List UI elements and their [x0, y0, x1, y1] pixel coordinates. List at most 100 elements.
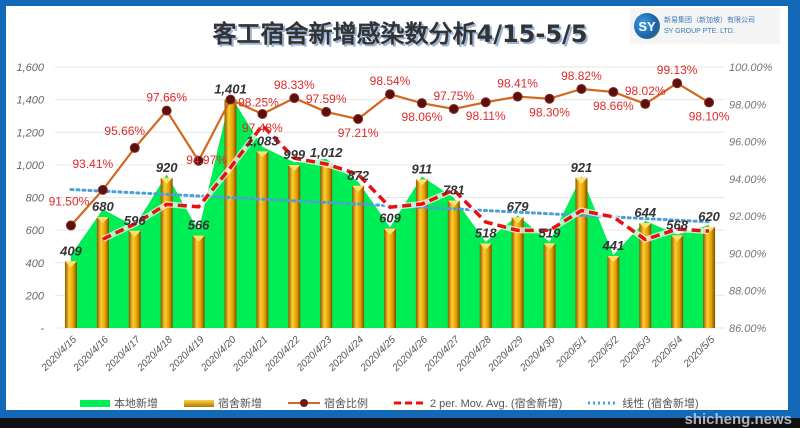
bar-dorm-new	[575, 177, 588, 328]
ratio-data-label: 98.06%	[402, 110, 443, 124]
bar-data-label: 519	[539, 225, 561, 240]
bar-cap	[447, 200, 460, 207]
bar-dorm-new	[352, 185, 365, 328]
legend-label: 2 per. Mov. Avg. (宿舍新增)	[430, 398, 563, 410]
ratio-data-label: 94.97%	[186, 153, 227, 167]
right-axis-tick: 90.00%	[729, 248, 767, 260]
bar-cap	[607, 256, 620, 263]
ratio-point	[321, 106, 332, 117]
legend-label: 本地新增	[114, 398, 158, 410]
bar-data-label: 911	[412, 161, 433, 176]
ratio-data-label: 98.33%	[274, 78, 315, 92]
ratio-data-label: 97.75%	[433, 89, 474, 103]
legend-swatch-dotted	[588, 401, 619, 405]
ratio-point	[385, 89, 395, 100]
bar-dorm-new	[160, 177, 173, 328]
ratio-point	[512, 91, 523, 102]
left-axis-tick: 400	[26, 258, 45, 270]
ratio-data-label: 98.66%	[593, 99, 634, 113]
bar-cap	[192, 235, 205, 242]
bar-data-label: 620	[698, 209, 720, 224]
ratio-point	[289, 93, 300, 104]
logo-mark: SY	[634, 13, 660, 39]
bar-cap	[384, 228, 396, 235]
ratio-point	[640, 98, 651, 109]
bar-dorm-new	[543, 243, 556, 328]
logo-en: SY GROUP PTE. LTD.	[664, 28, 735, 35]
legend-swatch-line	[288, 399, 320, 407]
ratio-data-label: 99.13%	[657, 63, 698, 77]
bar-cap	[543, 243, 556, 250]
ratio-point	[480, 97, 491, 108]
bar-cap	[511, 217, 524, 224]
left-axis-tick: 1,400	[16, 95, 44, 107]
ratio-data-label: 98.25%	[238, 96, 279, 110]
right-axis-tick: 96.00%	[729, 137, 767, 149]
bar-cap	[64, 261, 77, 268]
legend-item-local: 本地新增	[80, 395, 158, 411]
left-axis-tick: 200	[25, 290, 45, 302]
legend: 本地新增 宿舍新增 宿舍比例 2 per. Mov. Avg. (宿舍新增) 线…	[80, 395, 699, 411]
bar-cap	[128, 230, 141, 237]
ratio-point	[257, 108, 268, 119]
ratio-data-label: 98.10%	[689, 109, 730, 123]
watermark: shicheng.news	[684, 411, 792, 428]
legend-item-ma: 2 per. Mov. Avg. (宿舍新增)	[394, 395, 562, 411]
ratio-data-label: 97.59%	[306, 92, 347, 106]
bar-cap	[96, 217, 109, 224]
company-logo: SY 新易集团（新加坡）有限公司 SY GROUP PTE. LTD.	[630, 8, 780, 44]
logo-cn: 新易集团（新加坡）有限公司	[664, 17, 755, 24]
bar-dorm-new	[320, 162, 333, 328]
ratio-data-label: 91.50%	[49, 194, 90, 208]
ratio-point	[576, 83, 587, 94]
bar-data-label: 999	[283, 147, 305, 162]
x-axis-tick: 2020/5/3	[617, 334, 653, 370]
bar-dorm-new	[128, 230, 141, 328]
chart-title: 客工宿舍新增感染数分析4/15-5/5	[212, 20, 588, 48]
ratio-data-label: 93.41%	[73, 157, 114, 171]
bar-cap	[256, 151, 269, 158]
ratio-data-label: 97.66%	[146, 91, 187, 105]
legend-item-ratio: 宿舍比例	[288, 395, 368, 411]
bar-dorm-new	[671, 235, 684, 328]
bar-dorm-new	[607, 256, 620, 328]
x-axis-tick: 2020/5/4	[649, 334, 685, 370]
right-axis-tick: 98.00%	[729, 99, 767, 111]
bar-data-label: 441	[601, 238, 624, 253]
bar-cap	[479, 243, 492, 250]
bar-data-label: 781	[443, 183, 465, 198]
bar-dorm-new	[288, 165, 301, 328]
bar-data-label: 644	[634, 205, 656, 220]
bar-dorm-new	[384, 228, 396, 328]
legend-swatch-area	[80, 399, 110, 407]
x-axis-tick: 2020/5/5	[681, 334, 717, 370]
bar-data-label: 518	[475, 226, 497, 241]
ratio-point	[65, 220, 76, 231]
ratio-data-label: 98.41%	[497, 77, 538, 91]
bar-dorm-new	[447, 200, 460, 328]
legend-label: 宿舍比例	[324, 398, 368, 410]
ratio-point	[353, 114, 364, 125]
bar-dorm-new	[64, 261, 77, 328]
moving-average-dorm	[102, 122, 710, 242]
legend-swatch-dashed	[394, 401, 426, 405]
ratio-point	[129, 142, 140, 153]
bar-cap	[671, 235, 684, 242]
x-axis-tick: 2020/5/2	[585, 334, 621, 370]
ratio-data-label: 98.02%	[625, 84, 666, 98]
x-axis-tick: 2020/5/1	[554, 334, 590, 370]
ratio-data-label: 98.82%	[561, 69, 602, 83]
left-axis-tick: 1,200	[16, 127, 44, 139]
bar-dorm-new	[511, 217, 524, 328]
left-axis-tick: 800	[26, 193, 45, 205]
ratio-data-label: 98.30%	[529, 106, 570, 120]
bar-data-label: 872	[347, 168, 369, 183]
bar-data-label: 568	[666, 217, 688, 232]
ratio-data-label: 95.66%	[104, 124, 145, 138]
ratio-point	[97, 184, 108, 195]
bar-cap	[160, 177, 173, 184]
right-axis-tick: 100.00%	[729, 62, 773, 74]
bar-data-label: 921	[571, 160, 593, 175]
ratio-point	[704, 97, 715, 108]
bar-data-label: 1,012	[310, 145, 343, 160]
